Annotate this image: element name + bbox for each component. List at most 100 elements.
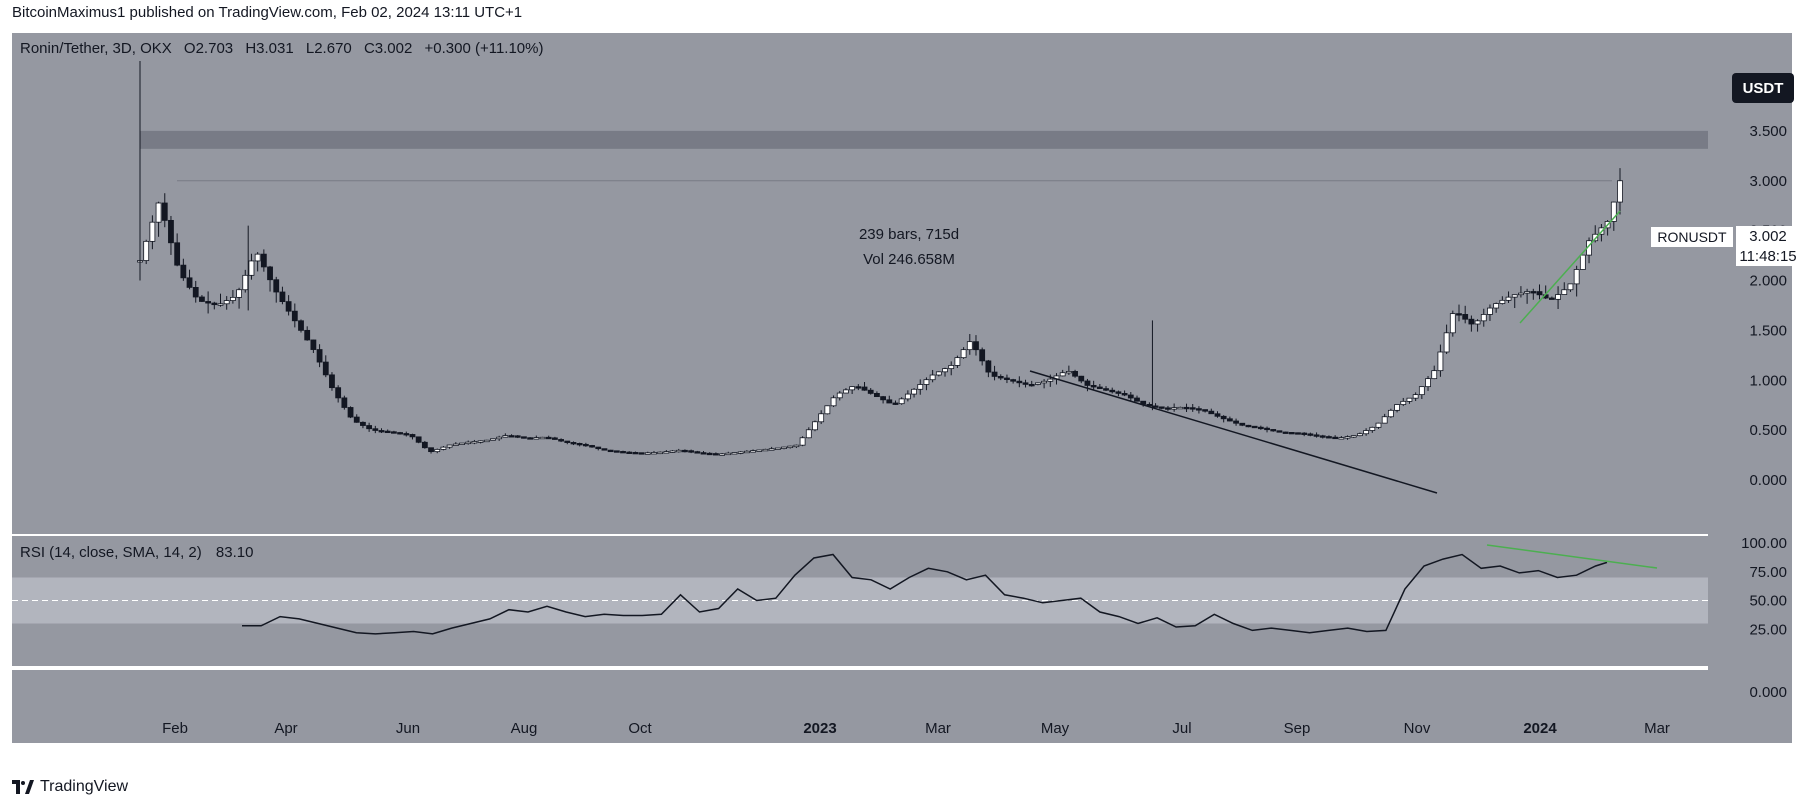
candle-down [1301, 432, 1308, 435]
candle-down [1270, 429, 1277, 432]
candle-down [1233, 420, 1239, 424]
candle-down [1084, 380, 1091, 386]
candle-down [1189, 407, 1196, 410]
candle-up [966, 341, 973, 351]
candle-up [1617, 180, 1623, 203]
candle-up [229, 296, 236, 301]
candle-down [409, 434, 416, 438]
candle-up [954, 357, 961, 366]
candle-down [973, 341, 979, 351]
candle-up [1350, 435, 1357, 438]
candle-down [298, 320, 304, 331]
price-panel[interactable] [12, 33, 1708, 535]
candle-down [260, 253, 267, 268]
candle-up [490, 438, 496, 441]
candle-up [1487, 307, 1493, 315]
candle-down [168, 219, 174, 244]
candle-down [1462, 314, 1469, 320]
candle-down [353, 416, 360, 423]
lower-pane [12, 670, 1708, 710]
candle-down [205, 301, 212, 304]
tradingview-logo[interactable]: TradingView [12, 778, 128, 796]
candle-up [446, 444, 453, 448]
candle-up [935, 371, 942, 376]
rsi-tick-label: 100.00 [1741, 535, 1787, 552]
candle-down [1010, 379, 1017, 382]
candle-down [508, 435, 515, 438]
candle-down [626, 451, 633, 454]
price-axis[interactable] [1708, 33, 1792, 743]
symbol-label: Ronin/Tether, 3D, OKX [20, 40, 172, 57]
candle-up [1561, 289, 1568, 295]
time-tick-label: Apr [274, 720, 297, 737]
currency-button[interactable]: USDT [1732, 73, 1794, 103]
candle-down [1208, 410, 1215, 415]
candle-up [1425, 378, 1431, 388]
candle-down [273, 279, 280, 293]
ascending-green-line[interactable] [1519, 210, 1621, 324]
candle-up [719, 453, 725, 456]
candle-down [979, 349, 986, 362]
candle-down [1332, 436, 1339, 440]
candle-down [589, 445, 595, 448]
candle-up [1412, 394, 1419, 399]
price-tag-countdown: 11:48:15 [1736, 246, 1800, 266]
candle-down [855, 386, 862, 389]
price-tick-label: 0.500 [1749, 422, 1787, 439]
candle-up [737, 451, 744, 454]
candle-up [1375, 422, 1382, 428]
candle-up [1511, 294, 1518, 298]
candle-down [997, 376, 1004, 379]
candle-up [1449, 313, 1456, 334]
candle-down [1103, 388, 1109, 391]
measure-bars: 239 bars, 715d [859, 226, 959, 243]
candle-down [1326, 436, 1332, 439]
candle-down [545, 436, 552, 440]
candle-down [1115, 391, 1122, 394]
candle-down [378, 430, 385, 433]
time-tick-label: 2024 [1523, 720, 1557, 737]
rsi-line [242, 553, 1608, 635]
price-tick-label: 3.000 [1749, 173, 1787, 190]
time-tick-label: Jul [1172, 720, 1191, 737]
candle-down [620, 451, 626, 454]
candle-up [1567, 283, 1574, 291]
candle-up [756, 449, 763, 452]
time-axis[interactable] [12, 710, 1708, 743]
rsi-tick-label: 50.00 [1749, 593, 1787, 610]
candle-up [1524, 291, 1531, 294]
chart-svg[interactable]: 239 bars, 715d Vol 246.658M Ronin/Tether… [12, 33, 1792, 766]
candle-down [174, 242, 181, 266]
candle-down [706, 452, 713, 456]
price-tag-value: 3.002 [1736, 226, 1800, 246]
candle-up [236, 289, 242, 298]
candle-down [1078, 375, 1085, 382]
candle-up [1059, 372, 1066, 377]
candle-down [1134, 397, 1140, 402]
candle-up [843, 389, 849, 394]
descending-trendline[interactable] [1029, 370, 1438, 494]
candle-up [743, 450, 750, 454]
rsi-divergence-line[interactable] [1486, 544, 1658, 569]
time-tick-label: Feb [162, 720, 188, 737]
candle-up [898, 398, 905, 405]
candle-down [712, 453, 719, 456]
candle-down [886, 399, 893, 404]
time-tick-label: 2023 [803, 720, 836, 737]
candle-up [768, 448, 775, 451]
candle-up [1357, 433, 1363, 437]
candle-up [1406, 397, 1413, 402]
candle-down [1146, 404, 1153, 407]
candle-down [1536, 291, 1543, 296]
candle-up [960, 349, 967, 359]
candle-up [781, 446, 787, 449]
candle-down [390, 431, 397, 434]
candle-up [1394, 404, 1400, 411]
candle-up [1369, 426, 1376, 431]
candle-down [688, 450, 695, 453]
candle-down [403, 433, 410, 436]
chart-frame[interactable]: 239 bars, 715d Vol 246.658M Ronin/Tether… [12, 33, 1800, 766]
candle-up [452, 443, 459, 446]
candle-down [1226, 418, 1233, 422]
candle-up [799, 437, 806, 446]
